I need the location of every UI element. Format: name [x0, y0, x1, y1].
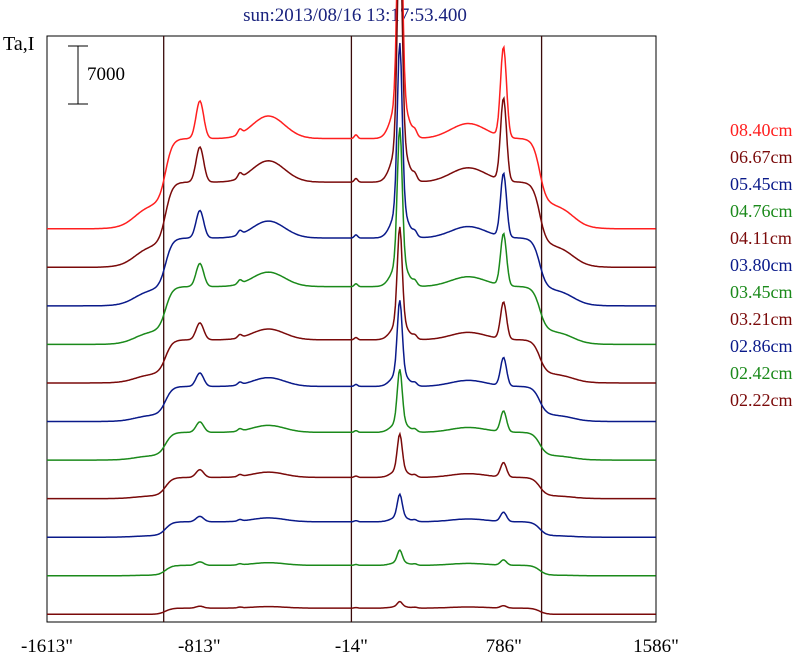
series-line-06.67cm: [47, 0, 656, 269]
legend-entry-8: 02.86cm: [730, 336, 793, 356]
legend-entry-3: 04.76cm: [730, 201, 793, 221]
series-line-08.40cm: [47, 0, 656, 230]
legend-entry-0: 08.40cm: [730, 120, 793, 140]
legend-entry-9: 02.42cm: [730, 363, 793, 383]
series-line-02.86cm: [47, 492, 656, 538]
legend-entry-5: 03.80cm: [730, 255, 793, 275]
x-tick-label-3: 786": [486, 636, 522, 657]
legend-entry-1: 06.67cm: [730, 147, 793, 167]
x-tick-label-4: 1586": [633, 636, 679, 657]
series-line-02.42cm: [47, 549, 656, 577]
legend-entry-7: 03.21cm: [730, 309, 793, 329]
legend-entry-2: 05.45cm: [730, 174, 793, 194]
series-line-02.22cm: [47, 600, 656, 616]
series-line-04.76cm: [47, 127, 656, 346]
series-line-05.45cm: [47, 42, 656, 307]
x-tick-label-1: -813": [178, 636, 221, 657]
vertical-guide-lines: [163, 36, 543, 622]
legend-entry-4: 04.11cm: [730, 228, 792, 248]
legend: 08.40cm 06.67cm 05.45cm 04.76cm 04.11cm 03.80…: [730, 120, 793, 410]
x-tick-label-2: -14": [335, 636, 368, 657]
scale-bar: 7000: [68, 45, 125, 105]
x-tick-labels: -1613" -813" -14" 786" 1586": [21, 636, 679, 657]
y-axis-label: Ta,I: [3, 33, 34, 55]
x-tick-label-0: -1613": [21, 636, 73, 657]
series-line-03.80cm: [47, 300, 656, 423]
legend-entry-6: 03.45cm: [730, 282, 793, 302]
chart-title: sun:2013/08/16 13:17:53.400: [243, 5, 467, 26]
series-group: [47, 0, 656, 616]
legend-entry-10: 02.22cm: [730, 390, 793, 410]
series-line-03.21cm: [47, 431, 656, 500]
series-line-03.45cm: [47, 369, 656, 461]
scale-bar-label: 7000: [87, 64, 125, 85]
series-line-04.11cm: [47, 226, 656, 384]
